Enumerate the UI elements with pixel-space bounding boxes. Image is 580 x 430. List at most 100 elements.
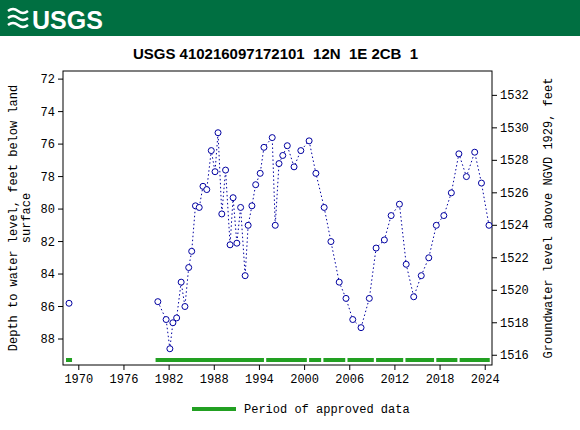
data-point <box>358 325 364 331</box>
logo-wave <box>8 23 28 27</box>
data-point <box>336 279 342 285</box>
y2-tick-label: 1530 <box>500 122 529 136</box>
y-tick <box>58 274 63 275</box>
x-tick <box>349 365 350 370</box>
header-bar <box>0 0 580 36</box>
x-tick-label: 1988 <box>200 373 229 387</box>
data-point <box>178 279 184 285</box>
data-point <box>204 187 210 193</box>
data-point <box>280 152 286 158</box>
y2-tick-label: 1520 <box>500 284 529 298</box>
y-axis-label: surface <box>20 193 34 243</box>
data-point <box>212 169 218 175</box>
y2-tick-label: 1524 <box>500 219 529 233</box>
x-tick-label: 2024 <box>471 373 500 387</box>
data-point <box>381 237 387 243</box>
data-point <box>257 170 263 176</box>
plot-frame <box>63 71 492 365</box>
y-tick-label: 72 <box>41 73 55 87</box>
data-point <box>328 239 334 245</box>
x-tick-label: 2006 <box>335 373 364 387</box>
x-tick-label: 2000 <box>290 373 319 387</box>
data-point <box>373 245 379 251</box>
data-point <box>276 161 282 167</box>
data-point <box>245 222 251 228</box>
x-tick <box>485 365 486 370</box>
data-point <box>269 135 275 141</box>
y2-tick-label: 1516 <box>500 349 529 363</box>
data-point <box>215 130 221 136</box>
data-point <box>396 201 402 207</box>
data-point <box>366 295 372 301</box>
y2-tick <box>492 95 497 96</box>
y2-tick-label: 1522 <box>500 252 529 266</box>
data-point <box>306 138 312 144</box>
logo-wave <box>8 9 28 13</box>
data-point <box>472 149 478 155</box>
x-tick-label: 1976 <box>110 373 139 387</box>
y2-tick <box>492 322 497 323</box>
data-point <box>272 222 278 228</box>
data-point <box>223 167 229 173</box>
x-tick-label: 2012 <box>381 373 410 387</box>
data-point <box>167 346 173 352</box>
data-point <box>291 164 297 170</box>
x-tick-label: 1982 <box>155 373 184 387</box>
y-tick-label: 82 <box>41 236 55 250</box>
approved-period <box>309 358 321 362</box>
series-line <box>158 133 489 349</box>
legend-label: Period of approved data <box>244 403 410 417</box>
data-point <box>186 265 192 271</box>
y2-tick-label: 1518 <box>500 317 529 331</box>
data-point <box>403 261 409 267</box>
y2-tick-label: 1526 <box>500 187 529 201</box>
y2-tick-label: 1528 <box>500 154 529 168</box>
data-point <box>261 144 267 150</box>
data-point <box>463 174 469 180</box>
y-tick-label: 74 <box>41 106 55 120</box>
data-point <box>219 211 225 217</box>
y2-tick <box>492 257 497 258</box>
x-tick <box>304 365 305 370</box>
y2-tick <box>492 225 497 226</box>
data-point <box>208 148 214 154</box>
data-point <box>155 299 161 305</box>
data-point <box>174 315 180 321</box>
y2-tick <box>492 127 497 128</box>
x-tick <box>440 365 441 370</box>
logo-text: USGS <box>32 6 103 34</box>
y-axis-label: Depth to water level, feet below land <box>7 85 21 351</box>
x-tick-label: 2018 <box>426 373 455 387</box>
legend-swatch <box>192 407 236 411</box>
y-tick <box>58 79 63 80</box>
y2-tick <box>492 192 497 193</box>
x-tick-label: 1970 <box>64 373 93 387</box>
x-tick <box>394 365 395 370</box>
y-tick <box>58 306 63 307</box>
y-tick <box>58 111 63 112</box>
y2-tick <box>492 355 497 356</box>
data-point <box>456 151 462 157</box>
plot-data <box>66 130 492 362</box>
y-tick <box>58 339 63 340</box>
approved-period <box>266 358 307 362</box>
y-tick <box>58 241 63 242</box>
data-point <box>253 182 259 188</box>
approved-period <box>156 358 264 362</box>
data-point <box>433 222 439 228</box>
y-tick-label: 80 <box>41 203 55 217</box>
data-point <box>227 242 233 248</box>
y-tick <box>58 209 63 210</box>
data-point <box>313 170 319 176</box>
approved-period <box>460 358 490 362</box>
approved-period <box>376 358 403 362</box>
y-tick <box>58 176 63 177</box>
x-tick-label: 1994 <box>245 373 274 387</box>
approved-period <box>323 358 345 362</box>
data-point <box>448 190 454 196</box>
y-tick-label: 88 <box>41 333 55 347</box>
data-point <box>478 180 484 186</box>
data-point <box>234 240 240 246</box>
data-point <box>230 195 236 201</box>
approved-period <box>66 358 72 362</box>
